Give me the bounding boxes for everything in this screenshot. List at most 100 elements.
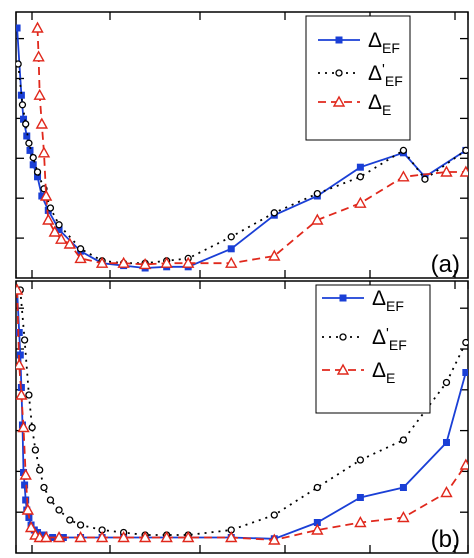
data-point xyxy=(336,363,350,375)
plot-frame xyxy=(15,280,469,554)
panel-label: (a) xyxy=(431,251,460,278)
legend-entry: Δ'EF xyxy=(322,325,407,353)
data-point xyxy=(339,294,347,302)
data-point xyxy=(55,221,63,229)
data-point xyxy=(63,237,76,249)
data-point xyxy=(55,232,68,244)
data-point xyxy=(17,421,30,433)
data-point xyxy=(36,466,44,474)
legend-label: ΔEF xyxy=(372,287,404,314)
data-point xyxy=(31,21,44,33)
data-point xyxy=(335,36,343,44)
data-point xyxy=(46,204,55,212)
data-point xyxy=(18,101,27,109)
data-point xyxy=(268,533,281,545)
legend-entry: ΔEF xyxy=(322,287,404,314)
data-point xyxy=(356,173,365,181)
legend-box xyxy=(305,15,411,141)
data-point xyxy=(74,251,87,264)
data-point xyxy=(55,506,63,514)
data-point xyxy=(95,256,109,268)
data-point xyxy=(24,521,38,533)
data-point xyxy=(182,256,195,268)
data-point xyxy=(25,139,33,147)
data-point xyxy=(16,283,24,295)
data-point xyxy=(32,50,45,62)
data-point xyxy=(33,88,46,100)
data-point xyxy=(25,391,33,399)
data-point xyxy=(31,446,40,454)
legend-entry: ΔEF xyxy=(318,29,400,56)
data-point xyxy=(442,439,450,446)
data-point xyxy=(182,531,195,543)
legend-entry: ΔE xyxy=(322,359,395,386)
data-point xyxy=(46,496,55,504)
legend-box xyxy=(315,284,431,414)
data-point xyxy=(399,146,408,155)
data-point xyxy=(459,165,468,177)
data-point xyxy=(311,213,324,225)
data-point xyxy=(16,24,21,32)
legend-label: Δ'EF xyxy=(372,325,407,353)
data-point xyxy=(16,388,28,400)
data-point xyxy=(270,511,278,519)
data-point xyxy=(22,496,30,504)
legend-label: Δ'EF xyxy=(368,61,403,89)
data-point xyxy=(40,483,48,492)
series-2 xyxy=(31,21,468,270)
data-point xyxy=(35,117,49,129)
data-point xyxy=(117,256,130,268)
data-point xyxy=(48,225,61,237)
data-point xyxy=(16,351,24,359)
data-point xyxy=(356,163,364,171)
data-point xyxy=(440,486,453,498)
data-point xyxy=(34,173,42,181)
series-2 xyxy=(16,283,468,545)
data-point xyxy=(440,165,453,177)
data-point xyxy=(160,531,173,543)
legend-label: ΔE xyxy=(368,91,391,118)
data-point xyxy=(311,523,324,535)
data-point xyxy=(29,153,37,162)
data-point xyxy=(76,521,85,529)
data-point xyxy=(270,209,278,217)
data-point xyxy=(225,531,238,543)
data-point xyxy=(399,484,407,491)
plot-frame xyxy=(15,11,469,279)
data-point xyxy=(225,256,238,268)
data-point xyxy=(55,226,63,234)
data-point xyxy=(76,245,85,253)
data-point xyxy=(21,481,29,489)
data-point xyxy=(335,69,343,77)
data-point xyxy=(42,213,55,225)
data-point xyxy=(26,146,34,154)
data-point xyxy=(16,60,22,68)
data-area xyxy=(16,21,468,272)
data-point xyxy=(117,531,130,543)
data-point xyxy=(16,358,26,370)
legend-entry: ΔE xyxy=(318,91,391,118)
data-point xyxy=(356,456,365,464)
data-point xyxy=(399,436,408,444)
series-line xyxy=(19,289,467,536)
data-point xyxy=(462,146,468,155)
data-point xyxy=(28,423,36,432)
data-point xyxy=(332,95,346,107)
series-line xyxy=(16,289,467,541)
data-point xyxy=(22,120,30,128)
data-point xyxy=(354,516,367,528)
data-area xyxy=(16,283,468,545)
data-point xyxy=(313,189,321,198)
data-point xyxy=(356,494,364,501)
data-point xyxy=(160,256,173,268)
data-point xyxy=(39,189,53,201)
data-point xyxy=(17,91,25,99)
data-point xyxy=(313,483,321,492)
data-point xyxy=(397,170,410,182)
data-point xyxy=(421,175,429,183)
data-point xyxy=(138,531,152,543)
data-point xyxy=(66,516,74,524)
